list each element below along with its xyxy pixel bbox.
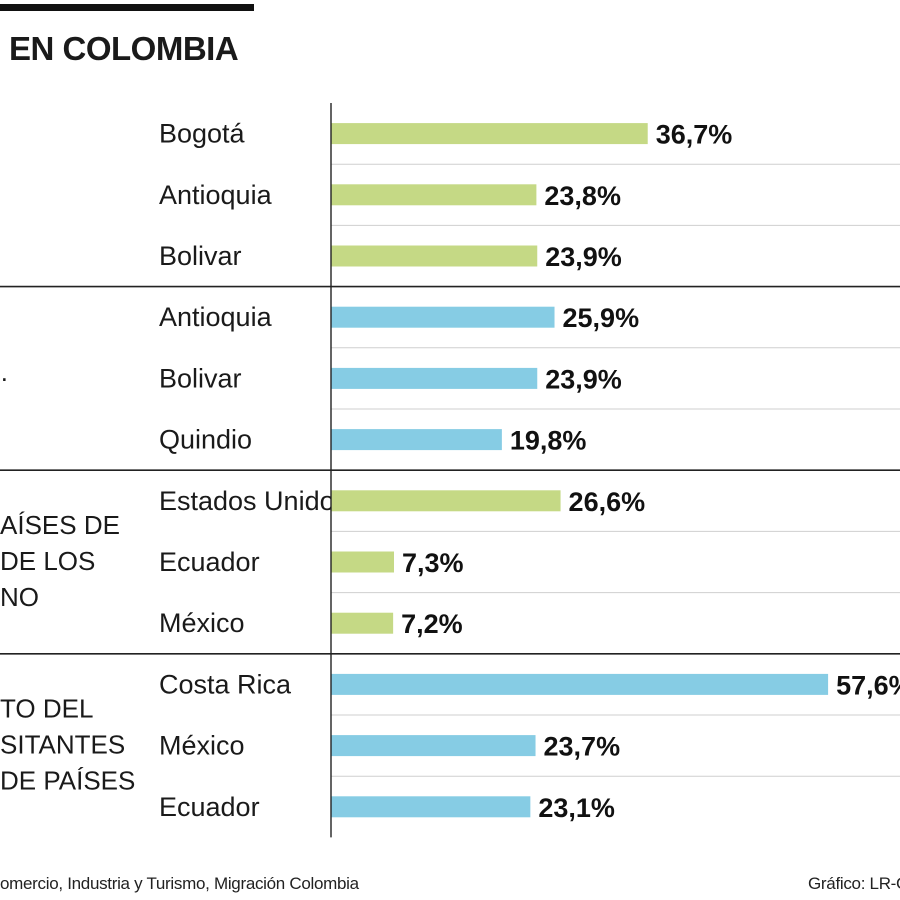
value-label: 23,9% <box>545 364 622 394</box>
value-label: 36,7% <box>656 120 733 150</box>
bar <box>331 184 537 206</box>
source-note: omercio, Industria y Turismo, Migración … <box>0 874 359 893</box>
bar <box>331 612 394 634</box>
category-label: México <box>159 608 245 638</box>
category-label: Ecuador <box>159 792 260 822</box>
group-label-line: DE PAÍSES <box>0 766 135 796</box>
category-label: México <box>159 731 245 761</box>
top-rule <box>0 4 254 11</box>
bar <box>331 306 555 328</box>
bar <box>331 796 531 818</box>
chart-title: EN COLOMBIA <box>9 30 239 67</box>
value-label: 23,1% <box>538 793 615 823</box>
group-label-line: SITANTES <box>0 730 125 760</box>
bar <box>331 735 536 757</box>
bar <box>331 245 538 267</box>
bar <box>331 429 502 451</box>
category-label: Antioquia <box>159 180 273 210</box>
category-label: Bogotá <box>159 119 246 149</box>
bar <box>331 673 829 695</box>
value-label: 23,7% <box>544 732 621 762</box>
group-label-line: DE LOS <box>0 546 95 576</box>
group-label-line: NO <box>0 582 39 612</box>
group-label-line: AÍSES DE <box>0 510 120 540</box>
value-label: 23,8% <box>544 181 621 211</box>
value-label: 23,9% <box>545 242 622 272</box>
category-label: Ecuador <box>159 547 260 577</box>
bar <box>331 123 648 145</box>
bar <box>331 490 561 512</box>
bar <box>331 551 394 573</box>
value-label: 7,3% <box>402 548 464 578</box>
value-label: 7,2% <box>401 609 463 639</box>
graphic-credit: Gráfico: LR-GF <box>808 874 900 893</box>
value-label: 57,6% <box>836 670 900 700</box>
category-label: Antioquia <box>159 302 273 332</box>
group-label-line: TO DEL <box>0 694 93 724</box>
category-label: Bolivar <box>159 363 242 393</box>
value-label: 25,9% <box>563 303 640 333</box>
value-label: 19,8% <box>510 426 587 456</box>
bar <box>331 367 538 389</box>
category-label: Quindio <box>159 425 252 455</box>
category-label: Costa Rica <box>159 669 292 699</box>
group-label-line: · <box>0 362 9 392</box>
value-label: 26,6% <box>569 487 646 517</box>
category-label: Estados Unidos <box>159 486 348 516</box>
category-label: Bolivar <box>159 241 242 271</box>
